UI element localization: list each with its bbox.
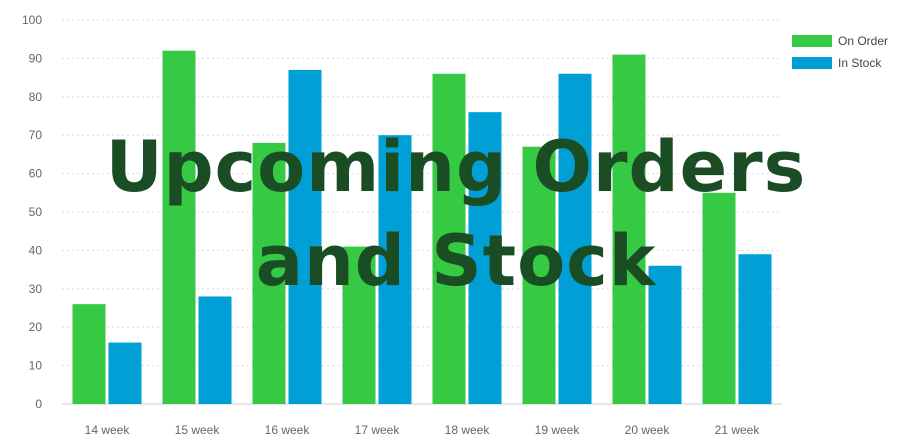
bar-in-stock[interactable] (648, 265, 682, 404)
x-tick-label: 17 week (355, 423, 401, 437)
x-tick-label: 16 week (265, 423, 311, 437)
bar-on-order[interactable] (342, 246, 376, 404)
legend-label-in-stock: In Stock (838, 56, 882, 70)
y-tick-label: 100 (22, 13, 42, 27)
y-tick-label: 20 (29, 320, 43, 334)
bar-on-order[interactable] (702, 192, 736, 404)
y-tick-label: 60 (29, 167, 43, 181)
legend-label-on-order: On Order (838, 34, 889, 48)
bar-on-order[interactable] (72, 304, 106, 404)
bar-in-stock[interactable] (378, 135, 412, 404)
x-tick-label: 14 week (85, 423, 131, 437)
x-axis-ticks: 14 week 15 week 16 week 17 week 18 week 19 we… (85, 423, 761, 437)
legend-swatch-in-stock (792, 57, 832, 69)
y-tick-label: 70 (29, 128, 43, 142)
x-tick-label: 19 week (535, 423, 581, 437)
x-tick-label: 15 week (175, 423, 221, 437)
bar-on-order[interactable] (432, 73, 466, 404)
legend-item-on-order[interactable]: On Order (792, 30, 888, 52)
bar-in-stock[interactable] (198, 296, 232, 404)
x-tick-label: 20 week (625, 423, 671, 437)
overlay-title-line-1: Upcoming Orders (105, 126, 807, 208)
bar-in-stock[interactable] (288, 69, 322, 405)
legend-swatch-on-order (792, 35, 832, 47)
legend: On Order In Stock (792, 30, 888, 74)
x-tick-label: 18 week (445, 423, 491, 437)
y-tick-label: 40 (29, 243, 43, 257)
y-axis-ticks: 0 10 20 30 40 50 60 70 80 90 100 (22, 13, 42, 411)
bar-on-order[interactable] (252, 142, 286, 404)
bar-on-order[interactable] (162, 50, 196, 404)
y-tick-label: 80 (29, 90, 43, 104)
y-tick-label: 10 (29, 359, 43, 373)
bar-on-order[interactable] (612, 54, 646, 405)
x-tick-label: 21 week (715, 423, 761, 437)
bar-in-stock[interactable] (468, 112, 502, 404)
y-tick-label: 90 (29, 51, 43, 65)
overlay-title-line-2: and Stock (255, 220, 657, 302)
bar-in-stock[interactable] (558, 73, 592, 404)
bars (72, 50, 772, 405)
legend-item-in-stock[interactable]: In Stock (792, 52, 888, 74)
y-tick-label: 30 (29, 282, 43, 296)
y-tick-label: 50 (29, 205, 43, 219)
bar-on-order[interactable] (522, 146, 556, 404)
bar-in-stock[interactable] (108, 342, 142, 404)
y-tick-label: 0 (35, 397, 42, 411)
bar-in-stock[interactable] (738, 254, 772, 404)
